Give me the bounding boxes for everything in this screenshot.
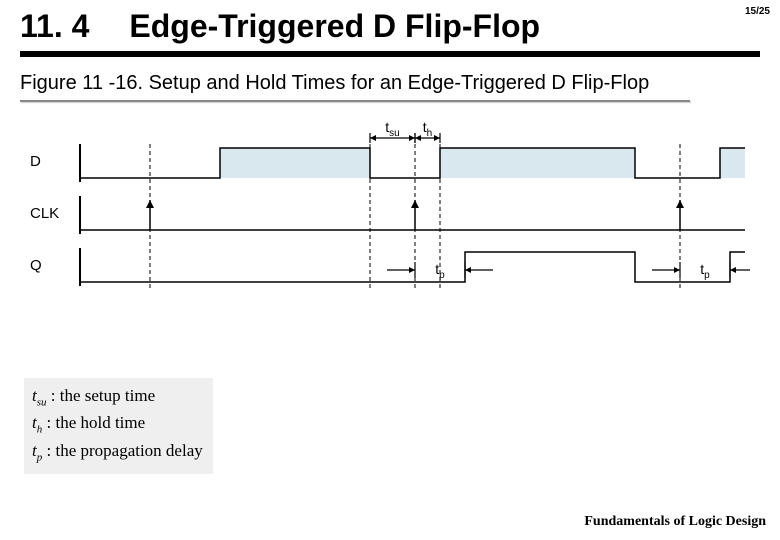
legend-box: tsu : the setup time th : the hold time … (24, 378, 213, 474)
caption-underline (20, 100, 690, 102)
svg-text:tsu: tsu (385, 120, 399, 139)
legend-tsu: tsu : the setup time (32, 384, 203, 411)
footer-text: Fundamentals of Logic Design (584, 514, 766, 530)
legend-tp: tp : the propagation delay (32, 439, 203, 466)
header-rule (20, 51, 760, 57)
legend-th: th : the hold time (32, 411, 203, 438)
svg-text:th: th (423, 120, 432, 139)
svg-text:CLK: CLK (30, 205, 59, 222)
svg-text:Q: Q (30, 257, 42, 274)
svg-text:tp: tp (700, 261, 710, 281)
timing-diagram: DCLKQtsuthtptp (20, 120, 760, 325)
page-indicator: 15/25 (745, 6, 770, 17)
svg-text:D: D (30, 153, 41, 170)
section-number: 11. 4 (20, 8, 89, 45)
figure-caption: Figure 11 -16. Setup and Hold Times for … (20, 71, 760, 96)
section-title: Edge-Triggered D Flip-Flop (129, 8, 540, 45)
